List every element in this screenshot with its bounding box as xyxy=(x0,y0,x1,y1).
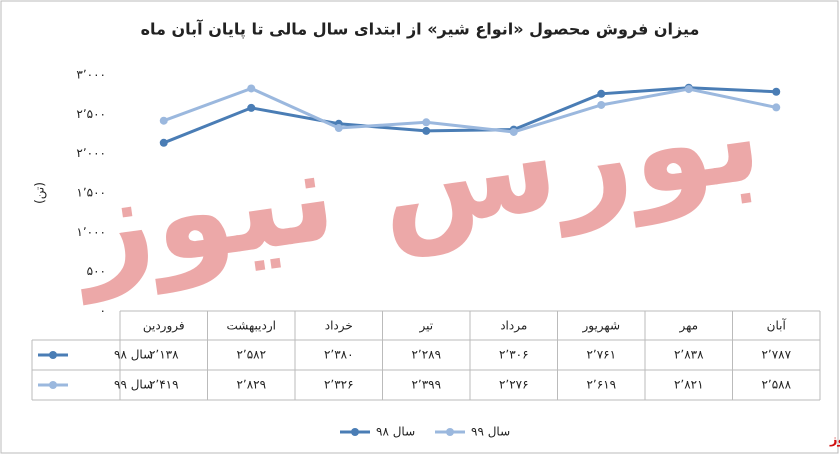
point xyxy=(509,127,518,136)
x-tick-label: مرداد xyxy=(500,319,527,334)
value-label: ۲٬۷۸۷ xyxy=(761,348,791,362)
point xyxy=(772,103,781,112)
row-label: سال ۹۸ xyxy=(114,348,153,362)
series-line xyxy=(163,86,777,134)
x-tick-label: شهریور xyxy=(581,319,620,334)
value-label: ۲٬۵۸۸ xyxy=(761,378,791,392)
point xyxy=(597,89,606,98)
y-tick-label: ۳٬۰۰۰ xyxy=(76,68,106,82)
value-label: ۲٬۴۱۹ xyxy=(149,378,179,392)
y-tick-label: ۲٬۵۰۰ xyxy=(76,107,106,121)
value-label: ۲٬۳۹۹ xyxy=(411,378,441,392)
point xyxy=(247,84,256,93)
point xyxy=(159,116,168,125)
point xyxy=(772,87,781,96)
x-tick-label: مهر xyxy=(678,319,698,334)
value-label: ۲٬۸۳۸ xyxy=(674,348,704,362)
chart-title: میزان فروش محصول «انواع شیر» از ابتدای س… xyxy=(141,19,700,40)
x-tick-label: آبان xyxy=(767,318,787,333)
y-axis-label: (تن) xyxy=(33,182,48,204)
value-label: ۲٬۸۲۹ xyxy=(236,378,266,392)
point xyxy=(597,100,606,109)
x-tick-label: فروردین xyxy=(143,319,185,334)
y-tick-label: ۰ xyxy=(100,304,106,318)
point xyxy=(247,103,256,112)
y-tick-label: ۱٬۰۰۰ xyxy=(76,225,106,239)
value-label: ۲٬۲۸۹ xyxy=(411,348,441,362)
row-legend-marker xyxy=(49,381,57,389)
value-label: ۲٬۷۶۱ xyxy=(586,348,616,362)
value-label: ۲٬۸۲۱ xyxy=(674,378,704,392)
value-label: ۲٬۳۰۶ xyxy=(499,348,529,362)
x-tick-label: اردیبهشت xyxy=(227,319,276,334)
value-label: ۲٬۳۸۰ xyxy=(324,348,354,362)
point xyxy=(334,124,343,133)
row-legend-marker xyxy=(49,351,57,359)
point xyxy=(422,118,431,127)
x-tick-label: تیر xyxy=(418,319,433,334)
value-label: ۲٬۲۷۶ xyxy=(499,378,529,392)
value-label: ۲٬۶۱۹ xyxy=(586,378,616,392)
legend-label: سال ۹۹ xyxy=(471,425,510,439)
value-label: ۲٬۱۳۸ xyxy=(149,348,179,362)
row-label: سال ۹۹ xyxy=(114,378,153,392)
x-tick-label: خرداد xyxy=(325,319,353,334)
point xyxy=(159,138,168,147)
y-tick-label: ۱٬۵۰۰ xyxy=(76,186,106,200)
y-tick-label: ۲٬۰۰۰ xyxy=(76,146,106,160)
series-line xyxy=(163,86,777,145)
value-label: ۲٬۳۲۶ xyxy=(324,378,354,392)
value-label: ۲٬۵۸۲ xyxy=(236,348,266,362)
source: بورس نیوز xyxy=(829,433,840,448)
point xyxy=(684,85,693,94)
legend-marker xyxy=(446,428,454,436)
point xyxy=(422,126,431,135)
legend-label: سال ۹۸ xyxy=(376,425,415,439)
y-tick-label: ۵۰۰ xyxy=(87,264,106,278)
legend-marker xyxy=(351,428,359,436)
